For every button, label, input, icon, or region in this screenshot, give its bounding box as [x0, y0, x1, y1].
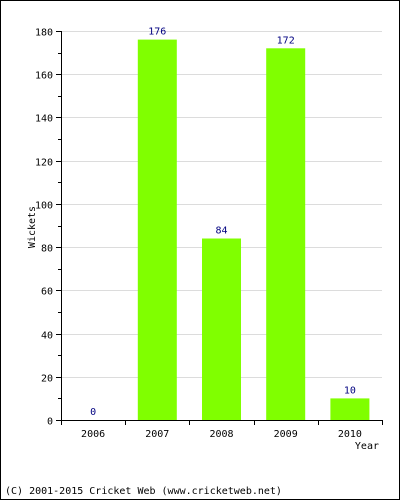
- y-tick-label: 20: [41, 374, 53, 385]
- data-label: 176: [148, 27, 166, 38]
- x-tick-label: 2007: [145, 429, 169, 440]
- y-tick-label: 60: [41, 287, 53, 298]
- x-tick-label: 2008: [209, 429, 233, 440]
- data-label: 172: [277, 35, 295, 46]
- y-tick-label: 120: [35, 158, 53, 169]
- x-tick-label: 2010: [338, 429, 362, 440]
- data-labels: 0 176 84 172 10: [90, 27, 356, 418]
- bar-2007: [137, 39, 177, 420]
- bars: [137, 39, 370, 421]
- x-tick-label: 2009: [274, 429, 298, 440]
- bar-2008: [202, 238, 241, 420]
- y-tick-label: 180: [35, 28, 53, 39]
- x-tick-label: 2006: [81, 429, 105, 440]
- y-tick-label: 0: [47, 417, 53, 428]
- x-axis-title: Year: [355, 441, 379, 452]
- bar-2009: [266, 48, 306, 421]
- bar-2010: [330, 398, 370, 420]
- copyright-footer: (C) 2001-2015 Cricket Web (www.cricketwe…: [5, 486, 282, 497]
- y-tick-label: 160: [35, 71, 53, 82]
- y-tick-label: 140: [35, 114, 53, 125]
- data-label: 10: [344, 385, 356, 396]
- y-tick-label: 80: [41, 244, 53, 255]
- y-tick-label: 40: [41, 331, 53, 342]
- y-axis-title: Wickets: [27, 206, 38, 248]
- data-label: 84: [215, 226, 227, 237]
- data-label: 0: [90, 407, 96, 418]
- grid: [61, 31, 382, 378]
- y-tick-label: 100: [35, 201, 53, 212]
